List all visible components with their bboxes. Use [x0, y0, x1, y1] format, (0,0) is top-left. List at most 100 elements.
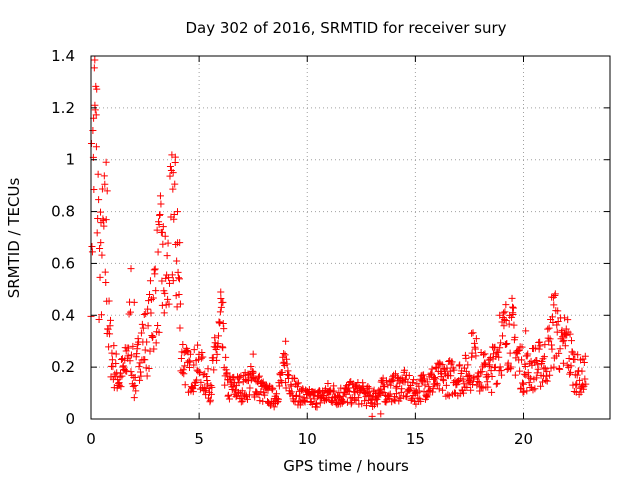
- data-point: [89, 126, 97, 134]
- data-point: [581, 375, 589, 383]
- data-point: [125, 344, 133, 352]
- data-point: [169, 169, 177, 177]
- data-point: [143, 338, 151, 346]
- data-point: [190, 346, 198, 354]
- data-point: [500, 322, 508, 330]
- data-point: [97, 311, 105, 319]
- data-point: [523, 387, 531, 395]
- y-tick-label: 0.8: [51, 203, 75, 221]
- data-point: [130, 394, 138, 402]
- data-point: [578, 367, 586, 375]
- data-point: [520, 388, 528, 396]
- data-point: [170, 210, 178, 218]
- data-point: [425, 383, 433, 391]
- data-point: [138, 320, 146, 328]
- data-point: [518, 343, 526, 351]
- data-point: [186, 350, 194, 358]
- data-point: [382, 377, 390, 385]
- data-point: [547, 364, 555, 372]
- data-point: [467, 386, 475, 394]
- data-point: [284, 367, 292, 375]
- data-point: [224, 391, 232, 399]
- data-point: [282, 337, 290, 345]
- grid-lines: [91, 56, 610, 419]
- data-point: [463, 384, 471, 392]
- data-point: [280, 350, 288, 358]
- data-point: [488, 388, 496, 396]
- data-point: [162, 301, 170, 309]
- data-point: [527, 357, 535, 365]
- data-point: [529, 345, 537, 353]
- data-point: [163, 252, 171, 260]
- data-point: [208, 383, 216, 391]
- y-tick-label: 1.2: [51, 99, 75, 117]
- data-points: [87, 56, 590, 420]
- data-point: [144, 322, 152, 330]
- data-point: [480, 359, 488, 367]
- data-point: [165, 274, 173, 282]
- data-point: [217, 294, 225, 302]
- data-point: [151, 265, 159, 273]
- data-point: [109, 363, 117, 371]
- data-point: [156, 211, 164, 219]
- data-point: [511, 371, 519, 379]
- data-point: [125, 310, 133, 318]
- data-point: [247, 363, 255, 371]
- data-point: [213, 350, 221, 358]
- data-point: [502, 316, 510, 324]
- data-point: [158, 228, 166, 236]
- data-point: [405, 385, 413, 393]
- data-point: [531, 344, 539, 352]
- data-point: [373, 400, 381, 408]
- data-point: [105, 343, 113, 351]
- y-tick-label: 1: [65, 151, 75, 169]
- data-point: [98, 251, 106, 259]
- data-point: [149, 333, 157, 341]
- data-point: [445, 392, 453, 400]
- data-point: [264, 386, 272, 394]
- data-point: [483, 371, 491, 379]
- data-point: [108, 349, 116, 357]
- data-point: [505, 320, 513, 328]
- data-point: [101, 180, 109, 188]
- data-point: [354, 394, 362, 402]
- data-point: [393, 382, 401, 390]
- data-point: [500, 316, 508, 324]
- data-point: [511, 333, 519, 341]
- data-point: [180, 370, 188, 378]
- data-point: [269, 384, 277, 392]
- data-point: [175, 290, 183, 298]
- data-point: [96, 245, 104, 253]
- data-point: [556, 365, 564, 373]
- x-tick-label: 15: [406, 430, 425, 448]
- data-point: [254, 373, 262, 381]
- data-point: [149, 294, 157, 302]
- data-point: [210, 366, 218, 374]
- data-point: [135, 363, 143, 371]
- data-point: [561, 314, 569, 322]
- data-point: [481, 360, 489, 368]
- x-tick-label: 20: [514, 430, 533, 448]
- data-point: [140, 310, 148, 318]
- data-point: [274, 395, 282, 403]
- data-point: [351, 395, 359, 403]
- data-point: [143, 372, 151, 380]
- data-point: [257, 388, 265, 396]
- data-point: [488, 372, 496, 380]
- data-point: [199, 353, 207, 361]
- data-point: [193, 376, 201, 384]
- data-point: [540, 364, 548, 372]
- data-point: [395, 394, 403, 402]
- data-point: [142, 364, 150, 372]
- data-point: [100, 222, 108, 230]
- data-point: [534, 365, 542, 373]
- data-point: [144, 305, 152, 313]
- data-point: [572, 381, 580, 389]
- data-point: [94, 170, 102, 178]
- data-point: [102, 158, 110, 166]
- data-point: [450, 366, 458, 374]
- data-point: [93, 85, 101, 93]
- data-point: [156, 192, 164, 200]
- data-point: [580, 359, 588, 367]
- data-point: [544, 325, 552, 333]
